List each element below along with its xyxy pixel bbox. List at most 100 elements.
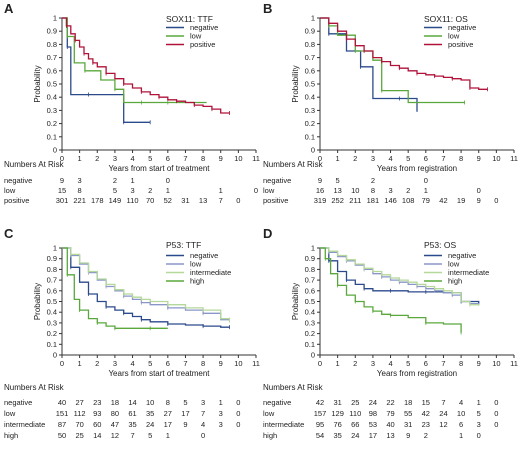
risk-count-c: 12 — [111, 431, 119, 440]
y-tick-label-c: 0.3 — [47, 318, 57, 327]
x-axis-label-b: Years from registration — [377, 164, 457, 173]
y-tick-label-d: 0.2 — [305, 329, 315, 338]
risk-count-a: 5 — [113, 186, 117, 195]
y-tick-label-c: 0 — [53, 351, 57, 360]
risk-count-a: 178 — [91, 196, 104, 205]
risk-count-c: 3 — [219, 420, 223, 429]
x-tick-label-d: 0 — [318, 359, 322, 368]
legend-label-d-low: low — [448, 260, 460, 269]
risk-count-b: 211 — [349, 196, 361, 205]
x-tick-label-d: 8 — [459, 359, 463, 368]
x-tick-label-b: 11 — [510, 154, 518, 163]
risk-count-b: 1 — [424, 186, 428, 195]
y-tick-label-c: 0.8 — [47, 265, 57, 274]
risk-count-b: 9 — [477, 196, 481, 205]
risk-count-a: 0 — [254, 186, 258, 195]
y-tick-label-d: 0.3 — [305, 318, 315, 327]
risk-row-label-d: negative — [263, 398, 291, 407]
risk-count-d: 1 — [477, 398, 481, 407]
risk-count-d: 54 — [316, 431, 324, 440]
y-tick-label-d: 0.8 — [305, 265, 315, 274]
y-tick-label-b: 0.8 — [305, 40, 315, 49]
km-curve-c-negative — [62, 247, 230, 328]
x-tick-label-d: 4 — [388, 359, 392, 368]
x-tick-label-c: 4 — [130, 359, 134, 368]
x-tick-label-a: 1 — [78, 154, 82, 163]
risk-count-b: 8 — [371, 186, 375, 195]
risk-count-c: 151 — [56, 409, 69, 418]
y-tick-label-b: 0.1 — [305, 132, 315, 141]
panel-letter-c: C — [4, 226, 14, 241]
legend-label-b-negative: negative — [448, 23, 476, 32]
panel-letter-b: B — [263, 1, 272, 16]
x-tick-label-a: 11 — [252, 154, 260, 163]
legend-label-d-high: high — [448, 277, 462, 286]
risk-count-d: 5 — [477, 409, 481, 418]
y-tick-label-a: 0.4 — [47, 93, 57, 102]
risk-count-c: 3 — [219, 409, 223, 418]
km-curve-c-low — [62, 247, 230, 321]
y-tick-label-b: 1 — [311, 14, 315, 23]
risk-count-c: 0 — [236, 409, 240, 418]
risk-count-a: 70 — [146, 196, 154, 205]
risk-count-c: 0 — [236, 398, 240, 407]
y-tick-label-a: 0.2 — [47, 119, 57, 128]
risk-count-c: 35 — [146, 409, 154, 418]
risk-row-label-b: low — [263, 186, 275, 195]
risk-count-d: 25 — [351, 398, 359, 407]
y-axis-label-a: Probability — [33, 65, 42, 102]
risk-count-c: 25 — [75, 431, 83, 440]
risk-count-d: 76 — [333, 420, 341, 429]
risk-count-d: 53 — [369, 420, 377, 429]
legend-label-d-negative: negative — [448, 251, 476, 260]
risk-count-d: 95 — [316, 420, 324, 429]
x-tick-label-b: 10 — [492, 154, 500, 163]
risk-count-c: 5 — [183, 398, 187, 407]
risk-count-b: 0 — [477, 186, 481, 195]
x-tick-label-c: 6 — [166, 359, 170, 368]
risk-count-c: 35 — [128, 420, 136, 429]
risk-count-a: 110 — [127, 196, 139, 205]
y-tick-label-d: 0 — [311, 351, 315, 360]
y-tick-label-a: 0.8 — [47, 40, 57, 49]
risk-count-c: 1 — [219, 398, 223, 407]
risk-count-b: 42 — [439, 196, 447, 205]
x-tick-label-a: 6 — [166, 154, 170, 163]
x-tick-label-c: 10 — [234, 359, 242, 368]
x-tick-label-c: 3 — [113, 359, 117, 368]
risk-count-c: 1 — [166, 431, 170, 440]
chart-title-d: P53: OS — [424, 240, 456, 250]
risk-row-label-a: positive — [4, 196, 29, 205]
risk-table-title-a: Numbers At Risk — [4, 160, 65, 169]
x-tick-label-b: 1 — [336, 154, 340, 163]
risk-count-b: 13 — [333, 186, 341, 195]
y-tick-label-d: 1 — [311, 244, 315, 253]
y-tick-label-d: 0.9 — [305, 254, 315, 263]
x-tick-label-a: 4 — [130, 154, 134, 163]
legend-label-a-positive: positive — [190, 40, 215, 49]
y-tick-label-c: 0.1 — [47, 340, 57, 349]
risk-count-c: 23 — [93, 398, 101, 407]
risk-count-c: 47 — [111, 420, 119, 429]
risk-count-d: 42 — [316, 398, 324, 407]
risk-row-label-c: high — [4, 431, 18, 440]
risk-count-c: 17 — [164, 420, 172, 429]
risk-count-b: 10 — [351, 186, 359, 195]
risk-count-d: 0 — [494, 409, 498, 418]
x-axis-label-d: Years from registration — [377, 369, 457, 378]
x-tick-label-a: 0 — [60, 154, 64, 163]
risk-count-d: 24 — [369, 398, 377, 407]
risk-count-d: 2 — [424, 431, 428, 440]
risk-count-d: 110 — [349, 409, 361, 418]
panel-letter-d: D — [263, 226, 272, 241]
risk-row-label-d: low — [263, 409, 275, 418]
risk-count-b: 2 — [406, 186, 410, 195]
y-tick-label-c: 0.7 — [47, 276, 57, 285]
x-axis-label-a: Years from start of treatment — [108, 164, 210, 173]
risk-row-label-c: negative — [4, 398, 32, 407]
risk-count-a: 3 — [78, 176, 82, 185]
risk-count-a: 7 — [219, 196, 223, 205]
risk-count-d: 1 — [459, 431, 463, 440]
risk-count-a: 301 — [56, 196, 69, 205]
risk-count-a: 8 — [78, 186, 82, 195]
